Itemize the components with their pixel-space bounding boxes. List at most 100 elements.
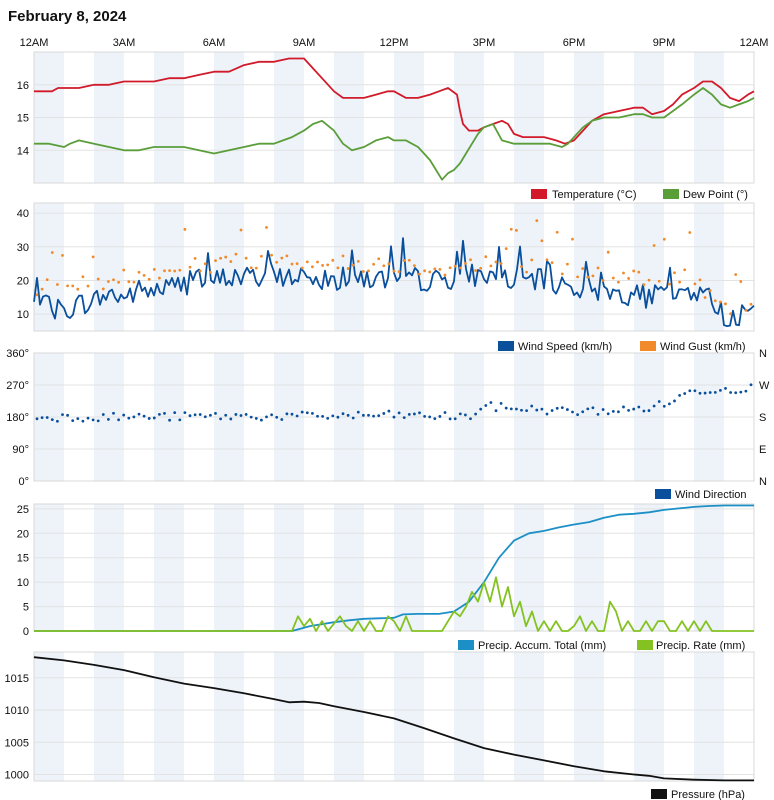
wind-gust-point xyxy=(341,254,345,258)
wind-gust-point xyxy=(535,219,539,222)
chart-panel-5: 1000 1005 1010 1015 Pressure (hPa) xyxy=(5,651,755,800)
wind-gust-point xyxy=(428,270,432,274)
wind-direction-point xyxy=(132,415,136,419)
wind-gust-point xyxy=(260,254,263,258)
wind-gust-point xyxy=(708,289,712,292)
wind-gust-point xyxy=(657,279,661,283)
wind-gust-point xyxy=(224,255,228,259)
wind-gust-point xyxy=(392,269,396,273)
wind-direction-point xyxy=(729,391,732,394)
wind-gust-point xyxy=(316,260,319,264)
hour-band xyxy=(334,504,364,631)
wind-direction-point xyxy=(290,412,294,416)
wind-direction-point xyxy=(254,417,258,420)
wind-gust-point xyxy=(724,302,727,306)
wind-gust-point xyxy=(362,270,365,273)
y-tick-label: 1015 xyxy=(5,673,29,685)
wind-direction-point xyxy=(428,415,432,419)
wind-gust-point xyxy=(555,230,559,234)
wind-gust-point xyxy=(351,263,355,267)
hour-band xyxy=(214,203,244,331)
hour-band xyxy=(694,504,724,631)
wind-direction-point xyxy=(392,415,396,419)
wind-direction-point xyxy=(397,411,401,415)
wind-gust-point xyxy=(698,278,702,282)
hour-band xyxy=(634,203,664,331)
wind-gust-point xyxy=(433,267,437,271)
wind-gust-point xyxy=(107,280,110,283)
wind-direction-point xyxy=(178,418,182,422)
wind-gust-point xyxy=(739,280,743,283)
y-tick-label: 180° xyxy=(6,412,29,424)
wind-gust-point xyxy=(163,269,166,273)
hour-band xyxy=(94,203,124,331)
y-tick-label: 25 xyxy=(17,504,29,516)
wind-direction-point xyxy=(96,419,100,423)
series-line xyxy=(34,57,755,145)
hour-band xyxy=(514,203,544,331)
wind-direction-point xyxy=(479,407,483,411)
wind-direction-point xyxy=(112,411,115,415)
series-line xyxy=(34,87,755,181)
wind-direction-point xyxy=(311,411,314,415)
wind-gust-point xyxy=(632,269,636,273)
wind-direction-point xyxy=(270,413,273,417)
wind-direction-point xyxy=(40,416,44,420)
y-tick-label: 15 xyxy=(17,553,29,565)
legend-label: Wind Gust (km/h) xyxy=(660,341,746,353)
hour-band xyxy=(694,203,724,331)
time-axis-label: 3AM xyxy=(113,37,136,49)
wind-gust-point xyxy=(173,269,177,273)
legend-swatch xyxy=(531,189,547,199)
legend-label: Wind Speed (km/h) xyxy=(518,341,612,353)
wind-gust-point xyxy=(749,302,753,306)
wind-direction-point xyxy=(163,411,166,415)
wind-direction-point xyxy=(453,417,457,421)
wind-direction-point xyxy=(280,418,284,421)
wind-direction-point xyxy=(611,409,615,413)
wind-gust-point xyxy=(142,273,146,277)
wind-direction-point xyxy=(642,409,646,413)
wind-gust-point xyxy=(571,237,574,241)
wind-gust-point xyxy=(581,267,585,270)
wind-direction-point xyxy=(91,418,95,422)
wind-gust-point xyxy=(117,280,120,284)
wind-gust-point xyxy=(91,255,95,259)
wind-direction-point xyxy=(331,414,335,418)
wind-direction-point xyxy=(158,412,161,416)
wind-direction-point xyxy=(193,413,197,417)
wind-gust-point xyxy=(576,275,579,279)
wind-gust-point xyxy=(703,296,707,299)
wind-direction-point xyxy=(244,413,248,416)
wind-gust-point xyxy=(719,300,722,304)
wind-gust-point xyxy=(520,265,523,269)
y-tick-label: 1005 xyxy=(5,737,29,749)
wind-direction-point xyxy=(688,389,692,393)
hour-band xyxy=(394,203,424,331)
hour-band xyxy=(94,652,124,781)
wind-gust-point xyxy=(443,273,447,277)
y-tick-label: 1000 xyxy=(5,770,29,782)
hour-band xyxy=(334,203,364,331)
wind-direction-point xyxy=(407,412,411,416)
hour-band xyxy=(94,504,124,631)
legend-label: Precip. Accum. Total (mm) xyxy=(478,640,606,652)
wind-gust-point xyxy=(193,257,197,260)
y-tick-label: 16 xyxy=(17,80,29,92)
wind-gust-point xyxy=(112,278,115,282)
wind-direction-point xyxy=(152,416,156,420)
wind-gust-point xyxy=(560,272,564,276)
wind-direction-point xyxy=(362,413,365,417)
wind-direction-point xyxy=(515,407,518,411)
panel-frame xyxy=(33,51,755,184)
hour-band xyxy=(454,652,484,781)
wind-gust-point xyxy=(76,287,80,291)
wind-direction-point xyxy=(489,401,493,404)
wind-direction-point xyxy=(50,418,54,422)
chart-panel-3: 0° 90° 180° 270° 360° N E S W N Wind Direction xyxy=(6,348,770,501)
wind-direction-point xyxy=(168,418,172,422)
wind-gust-point xyxy=(448,266,452,270)
wind-gust-point xyxy=(183,227,187,231)
wind-gust-point xyxy=(418,272,421,276)
chart-panel-1: 14 15 16 Temperature (°C) Dew Point (°) xyxy=(17,51,755,201)
